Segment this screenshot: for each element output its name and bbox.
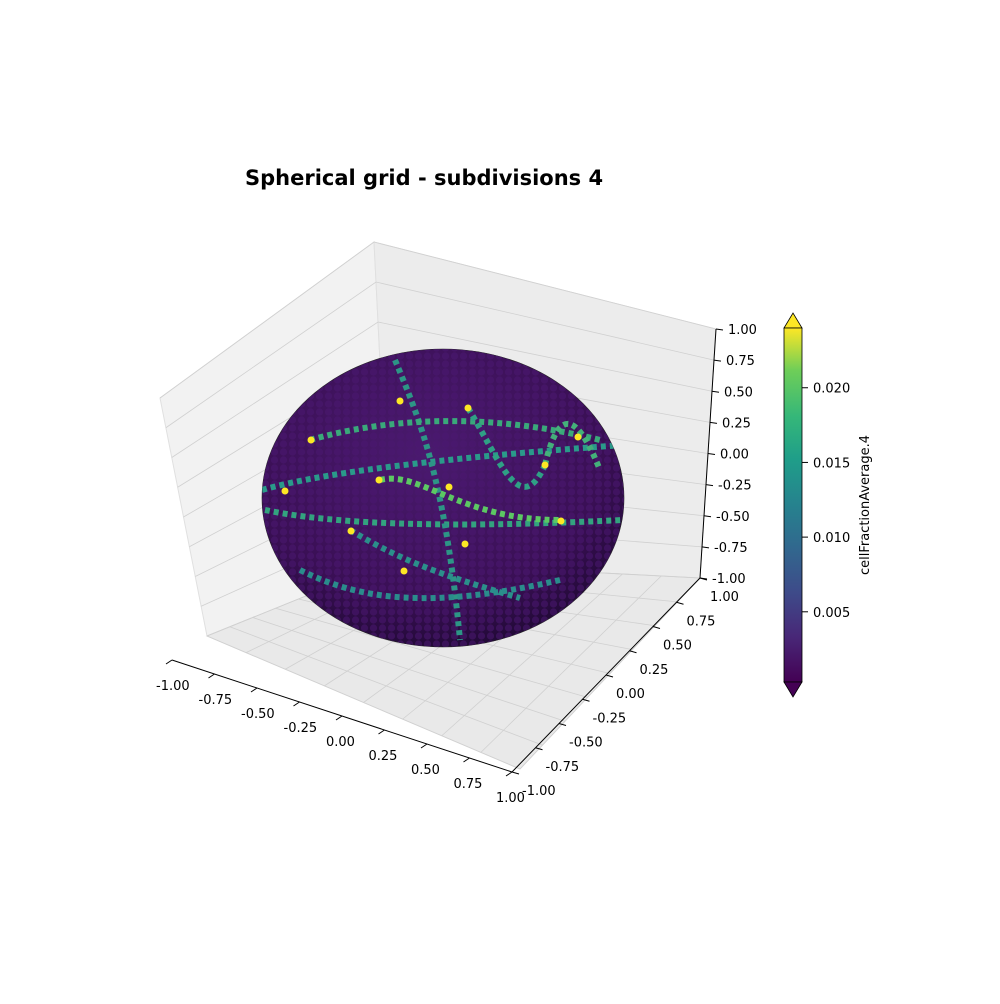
- x-tick-label: 0.50: [411, 763, 440, 778]
- y-tick-label: -1.00: [522, 784, 556, 799]
- pentagon-vertices: [281, 397, 582, 575]
- great-circle-bands: [262, 358, 624, 641]
- grid-line: [159, 241, 717, 399]
- z-tick: [705, 484, 714, 487]
- x-tick: [208, 673, 215, 679]
- z-tick: [711, 390, 720, 393]
- y-tick-label: -0.25: [593, 711, 627, 726]
- z-tick: [707, 453, 716, 455]
- x-tick: [463, 757, 470, 763]
- z-tick: [699, 577, 708, 580]
- x-tick: [335, 715, 343, 721]
- y-tick: [582, 698, 590, 702]
- z-tick-label: -0.25: [718, 479, 752, 494]
- axis-ticks: -1.00 -0.75 -0.50 -0.25 0.00 0.25 0.50 0.75 1.00…: [156, 323, 757, 806]
- colorbar-tick-label: 0.010: [813, 531, 850, 546]
- x-tick: [505, 771, 513, 777]
- x-tick-label: 0.00: [326, 735, 355, 750]
- z-tick: [703, 515, 712, 518]
- sphere-surface: [261, 348, 625, 648]
- z-tick-label: -1.00: [712, 572, 746, 587]
- x-tick: [250, 687, 258, 693]
- colorbar-extend-bottom: [783, 681, 803, 698]
- z-tick-label: -0.75: [714, 541, 748, 556]
- y-tick-label: -0.50: [569, 736, 603, 751]
- chart-title: Spherical grid - subdivisions 4: [245, 166, 604, 190]
- z-tick-label: 1.00: [728, 323, 757, 338]
- x-tick-label: 0.75: [454, 777, 483, 792]
- y-tick: [652, 626, 661, 629]
- y-tick: [535, 747, 543, 751]
- grid-line: [165, 281, 715, 429]
- x-tick-label: -1.00: [156, 679, 190, 694]
- y-tick: [629, 650, 637, 654]
- colorbar: 0.005 0.010 0.015 0.020 cellFractionAverage…: [783, 312, 873, 698]
- y-tick: [511, 771, 520, 775]
- x-tick-label: 1.00: [496, 791, 525, 806]
- colorbar-tick-label: 0.005: [813, 606, 850, 621]
- y-tick: [605, 674, 614, 678]
- z-tick-label: 0.00: [720, 448, 749, 463]
- z-tick: [709, 421, 718, 424]
- z-tick: [701, 546, 710, 549]
- z-tick-label: -0.50: [716, 510, 750, 525]
- z-tick-label: 0.50: [724, 385, 753, 400]
- grid-line: [206, 635, 521, 770]
- x-tick-label: -0.25: [284, 721, 318, 736]
- z-tick: [713, 359, 722, 362]
- x-tick: [420, 743, 428, 749]
- y-tick: [676, 601, 684, 605]
- colorbar-tick-label: 0.020: [813, 382, 850, 397]
- z-tick: [715, 328, 724, 331]
- y-tick: [558, 723, 567, 726]
- x-tick-label: -0.50: [241, 707, 275, 722]
- z-tick-label: 0.25: [722, 416, 751, 431]
- grid-line: [275, 607, 588, 698]
- x-tick: [165, 659, 173, 665]
- grid-line: [171, 321, 713, 458]
- colorbar-tick-label: 0.015: [813, 456, 850, 471]
- grid-line: [229, 626, 543, 746]
- y-tick-label: 0.50: [663, 639, 692, 654]
- x-tick-label: -0.75: [199, 693, 233, 708]
- colorbar-body: [783, 327, 803, 683]
- colorbar-extend-top: [783, 312, 803, 329]
- y-tick-label: 1.00: [710, 590, 739, 605]
- y-tick-label: -0.75: [546, 760, 580, 775]
- x-tick-label: 0.25: [369, 749, 398, 764]
- colorbar-ticks: 0.005 0.010 0.015 0.020: [802, 382, 850, 621]
- y-tick-label: 0.25: [640, 663, 669, 678]
- x-tick: [293, 701, 300, 707]
- grid-line: [252, 617, 566, 722]
- y-tick-label: 0.75: [687, 614, 716, 629]
- y-tick-label: 0.00: [616, 687, 645, 702]
- z-tick-label: 0.75: [726, 354, 755, 369]
- x-tick: [378, 729, 385, 735]
- colorbar-label: cellFractionAverage.4: [858, 435, 873, 575]
